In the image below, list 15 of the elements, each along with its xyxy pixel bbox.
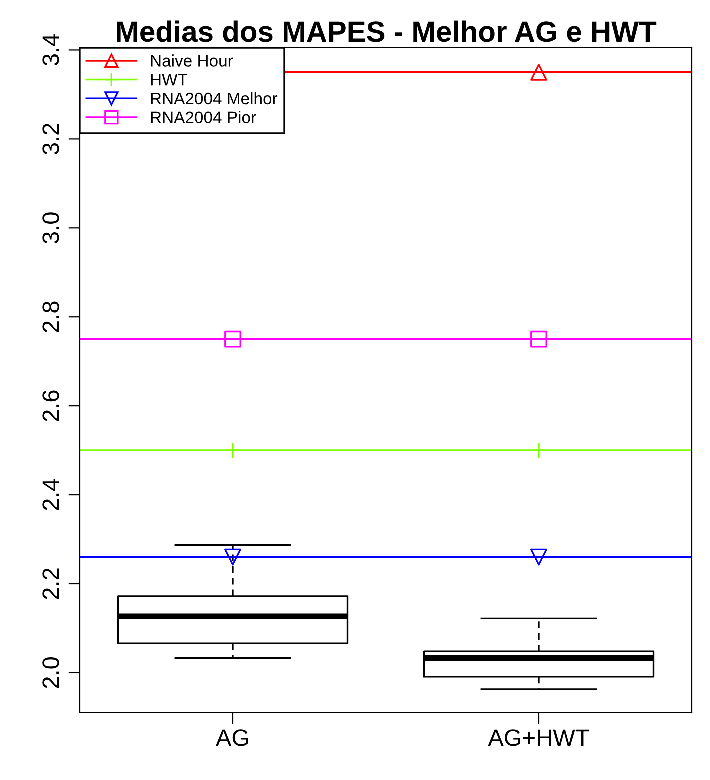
y-tick-label: 2.4 [42, 479, 60, 510]
y-tick-label: 3.2 [42, 124, 60, 155]
x-tick-label: AG+HWT [488, 730, 590, 746]
x-tick-label: AG [216, 730, 248, 746]
y-tick-label: 2.6 [42, 390, 60, 422]
y-tick-label: 2.0 [42, 657, 60, 688]
y-tick-label: 2.8 [42, 302, 60, 332]
legend-label: RNA2004 Pior [151, 111, 256, 124]
y-tick-label: 3.4 [42, 34, 60, 66]
legend-label: Naive Hour [151, 54, 234, 67]
legend-label: HWT [151, 74, 188, 86]
legend-label: RNA2004 Melhor [151, 92, 278, 105]
y-tick-label: 2.2 [42, 568, 60, 600]
y-tick-label: 3.0 [42, 212, 60, 244]
chart-title: Medias dos MAPES - Melhor AG e HWT [117, 20, 657, 42]
